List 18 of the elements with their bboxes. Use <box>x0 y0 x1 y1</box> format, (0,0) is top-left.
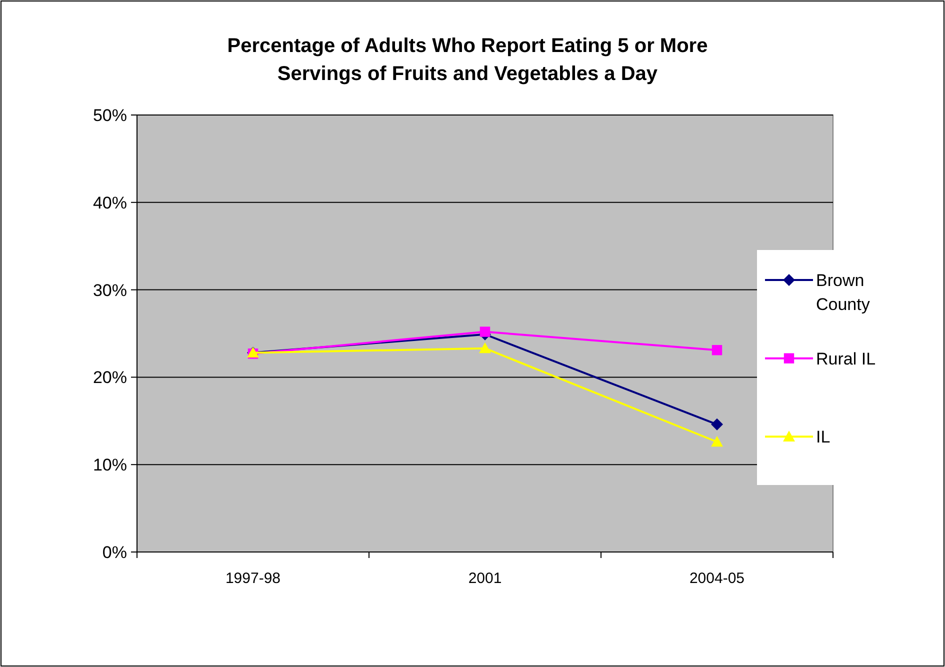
chart-title: Percentage of Adults Who Report Eating 5 or More Servings of Fruits and Vegetables a Day <box>227 35 708 85</box>
x-tick-label: 2001 <box>468 570 502 587</box>
y-tick-label: 0% <box>102 542 127 562</box>
y-tick-label: 10% <box>92 456 127 475</box>
point <box>479 342 491 354</box>
legend-label: IL <box>816 428 830 447</box>
y-tick-label: 40% <box>92 193 127 212</box>
x-tick-label: 1997-98 <box>225 570 281 587</box>
legend-label: Brown County <box>816 270 870 314</box>
y-tick-label: 30% <box>92 280 127 300</box>
y-tick-label: 50% <box>92 106 127 125</box>
point <box>711 436 723 447</box>
y-tick-label: 20% <box>92 368 127 388</box>
point <box>711 418 723 430</box>
point <box>480 326 490 337</box>
x-tick-label: 2004-05 <box>689 570 745 587</box>
point <box>712 345 722 356</box>
legend-label: Rural IL <box>816 349 876 368</box>
